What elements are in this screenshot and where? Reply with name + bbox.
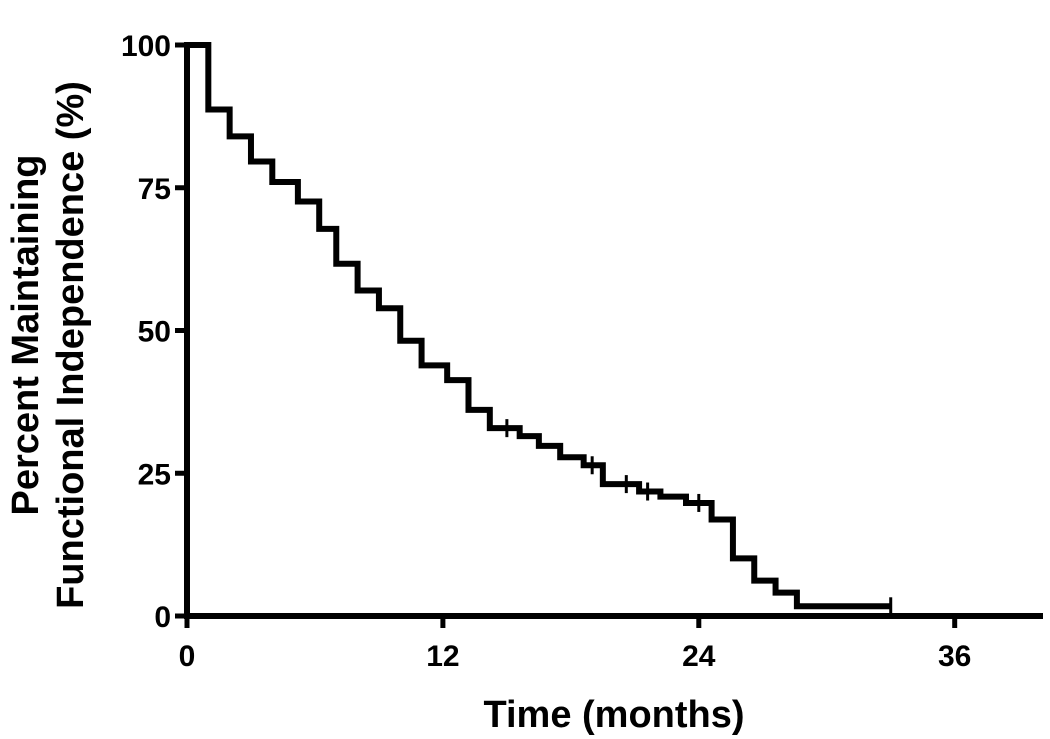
y-tick-label: 75 — [138, 173, 171, 206]
y-tick-label: 0 — [154, 601, 171, 634]
x-tick-label: 12 — [426, 640, 459, 673]
ticks-layer: 0 25 50 75 100 0 12 24 36 — [121, 30, 971, 673]
y-axis-title-line-1: Percent Maintaining — [5, 154, 47, 515]
x-tick-label: 24 — [682, 640, 716, 673]
y-axis-title-line-2: Functional Independence (%) — [50, 81, 92, 609]
x-axis-title: Time (months) — [483, 694, 744, 736]
x-tick-label: 0 — [179, 640, 196, 673]
y-tick-label: 25 — [138, 458, 171, 491]
y-axis-title: Percent Maintaining Functional Independe… — [5, 81, 92, 609]
x-tick-label: 36 — [938, 640, 971, 673]
y-tick-label: 100 — [121, 30, 171, 63]
axes-layer — [184, 42, 1043, 619]
y-tick-label: 50 — [138, 316, 171, 349]
survival-curve — [187, 42, 891, 610]
plot-layer — [187, 42, 893, 616]
